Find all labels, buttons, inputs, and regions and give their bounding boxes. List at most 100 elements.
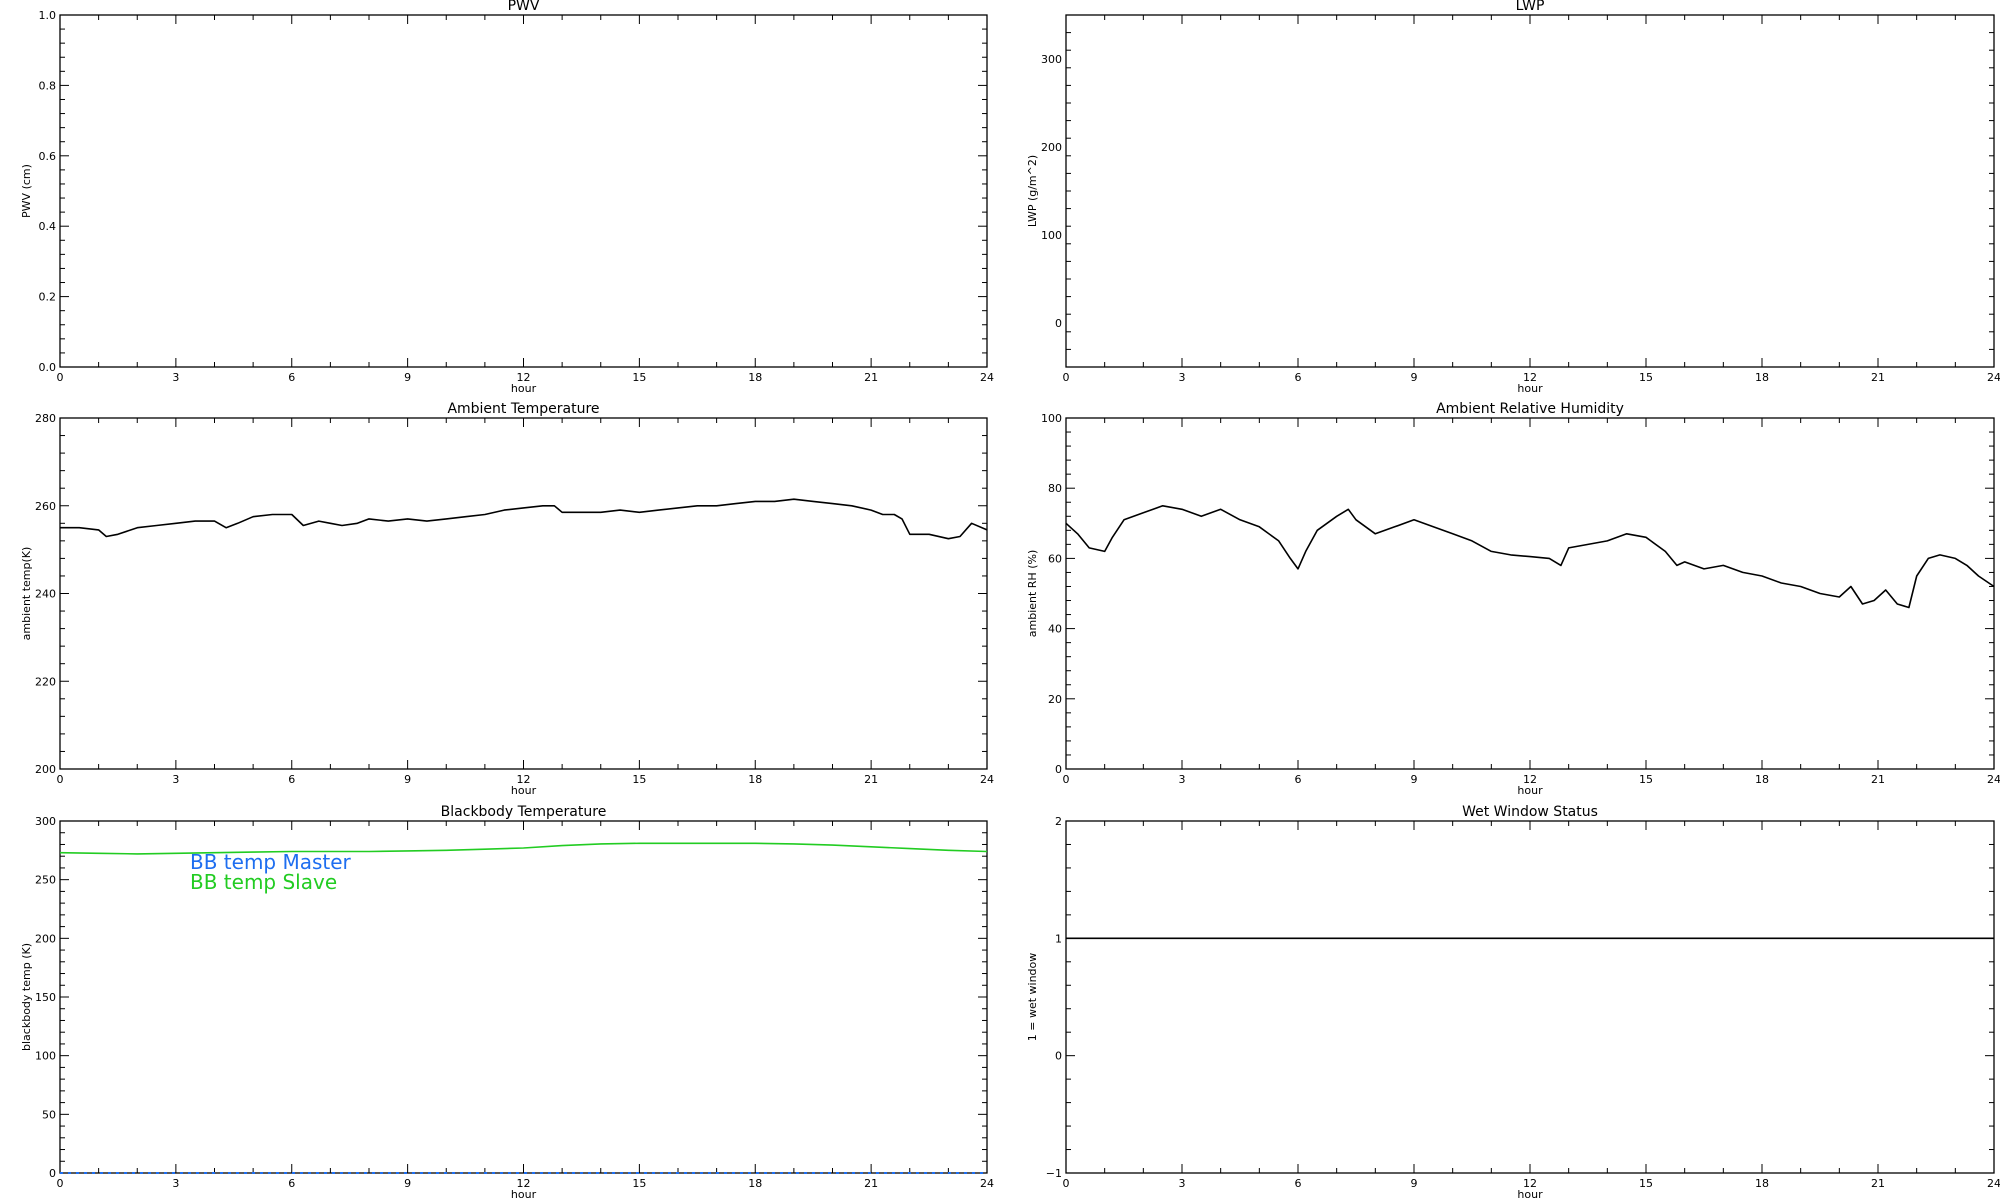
- pwv-panel: PWV 0 3 6 9 12 15 18 21 24 hour 0.0 0.2 0.4 0.6 0.8 1.0 P…: [20, 0, 994, 395]
- wet-window-x-tick-label: 0: [1063, 1177, 1070, 1190]
- ambient-rh-title: Ambient Relative Humidity: [1436, 401, 1624, 417]
- ambient-rh-y-tick-label: 60: [1048, 552, 1062, 565]
- ambient-rh-y-tick-label: 20: [1048, 693, 1062, 706]
- blackbody-temp-legend-entry: BB temp Slave: [190, 870, 337, 894]
- lwp-x-tick-label: 24: [1987, 371, 2000, 384]
- wet-window-x-tick-label: 6: [1295, 1177, 1302, 1190]
- lwp-x-tick-label: 3: [1179, 371, 1186, 384]
- ambient-rh-x-tick-label: 12: [1523, 773, 1537, 786]
- pwv-x-tick-label: 9: [404, 371, 411, 384]
- ambient-rh-y-tick-label: 80: [1048, 482, 1062, 495]
- blackbody-temp-x-tick-label: 24: [980, 1177, 994, 1190]
- wet-window-x-tick-label: 3: [1179, 1177, 1186, 1190]
- blackbody-temp-y-tick-label: 0: [49, 1167, 56, 1180]
- ambient-temp-x-tick-label: 21: [864, 773, 878, 786]
- lwp-x-tick-label: 0: [1063, 371, 1070, 384]
- ambient-temp-y-tick-label: 280: [35, 412, 56, 425]
- pwv-y-tick-label: 0.8: [39, 79, 57, 92]
- blackbody-temp-y-axis-label: blackbody temp (K): [20, 943, 33, 1051]
- wet-window-x-tick-label: 15: [1639, 1177, 1653, 1190]
- pwv-x-tick-label: 3: [172, 371, 179, 384]
- lwp-y-axis-label: LWP (g/m^2): [1026, 155, 1039, 227]
- lwp-x-tick-label: 15: [1639, 371, 1653, 384]
- lwp-x-axis-label: hour: [1517, 382, 1543, 395]
- blackbody-temp-y-tick-label: 100: [35, 1050, 56, 1063]
- ambient-temp-x-tick-label: 3: [172, 773, 179, 786]
- blackbody-temp-y-tick-label: 250: [35, 874, 56, 887]
- pwv-x-tick-label: 15: [632, 371, 646, 384]
- blackbody-temp-x-tick-label: 12: [517, 1177, 531, 1190]
- ambient-temp-x-tick-label: 18: [748, 773, 762, 786]
- ambient-rh-y-tick-label: 100: [1041, 412, 1062, 425]
- ambient-rh-x-tick-label: 15: [1639, 773, 1653, 786]
- pwv-y-tick-label: 0.0: [39, 361, 57, 374]
- wet-window-x-tick-label: 21: [1871, 1177, 1885, 1190]
- blackbody-temp-legend-entry: BB temp Master: [190, 850, 352, 874]
- wet-window-x-tick-label: 18: [1755, 1177, 1769, 1190]
- wet-window-y-axis-label: 1 = wet window: [1026, 953, 1039, 1042]
- wet-window-y-tick-label: −1: [1046, 1167, 1062, 1180]
- ambient-temp-x-axis-label: hour: [511, 784, 537, 797]
- blackbody-temp-panel: Blackbody Temperature 0 3 6 9 12 15 18 21 24 hour 0…: [20, 804, 994, 1200]
- ambient-rh-x-tick-label: 0: [1063, 773, 1070, 786]
- lwp-x-tick-label: 12: [1523, 371, 1537, 384]
- blackbody-temp-bb-temp-slave-line: [59, 842, 988, 855]
- pwv-x-tick-label: 12: [517, 371, 531, 384]
- lwp-panel: LWP 0 3 6 9 12 15 18 21 24 hour 0 100 200 300 LWP (g/m^…: [1026, 0, 2000, 395]
- blackbody-temp-x-tick-label: 3: [172, 1177, 179, 1190]
- ambient-rh-x-tick-label: 18: [1755, 773, 1769, 786]
- ambient-temp-title: Ambient Temperature: [447, 401, 599, 417]
- blackbody-temp-x-tick-label: 0: [57, 1177, 64, 1190]
- ambient-rh-x-tick-label: 21: [1871, 773, 1885, 786]
- blackbody-temp-y-tick-label: 50: [42, 1108, 56, 1121]
- pwv-x-axis-label: hour: [511, 382, 537, 395]
- pwv-y-tick-label: 0.4: [39, 220, 57, 233]
- lwp-plot-frame: [1065, 14, 1995, 368]
- ambient-rh-x-tick-label: 3: [1179, 773, 1186, 786]
- lwp-y-tick-label: 100: [1041, 229, 1062, 242]
- pwv-plot-frame: [59, 14, 988, 368]
- blackbody-temp-x-tick-label: 18: [748, 1177, 762, 1190]
- wet-window-x-tick-label: 12: [1523, 1177, 1537, 1190]
- lwp-x-tick-label: 9: [1411, 371, 1418, 384]
- ambient-rh-x-tick-label: 6: [1295, 773, 1302, 786]
- wet-window-plot-frame: [1065, 820, 1995, 1174]
- pwv-y-axis-label: PWV (cm): [20, 164, 33, 218]
- lwp-y-tick-label: 300: [1041, 53, 1062, 66]
- wet-window-x-tick-label: 9: [1411, 1177, 1418, 1190]
- blackbody-temp-x-tick-label: 9: [404, 1177, 411, 1190]
- wet-window-title: Wet Window Status: [1462, 804, 1598, 820]
- ambient-temp-y-tick-label: 220: [35, 675, 56, 688]
- pwv-x-tick-label: 6: [288, 371, 295, 384]
- ambient-rh-panel: Ambient Relative Humidity 0 3 6 9 12 15 18 21 24 h…: [1026, 401, 2000, 797]
- lwp-x-tick-label: 18: [1755, 371, 1769, 384]
- blackbody-temp-y-tick-label: 200: [35, 932, 56, 945]
- ambient-temp-x-tick-label: 6: [288, 773, 295, 786]
- blackbody-temp-y-tick-label: 300: [35, 815, 56, 828]
- ambient-temp-panel: Ambient Temperature 0 3 6 9 12 15 18 21 24 hour 200…: [20, 401, 994, 797]
- blackbody-temp-x-axis-label: hour: [511, 1188, 537, 1200]
- pwv-title: PWV: [508, 0, 540, 14]
- ambient-temp-plot-frame: [59, 417, 988, 770]
- ambient-temp-x-tick-label: 0: [57, 773, 64, 786]
- ambient-temp-y-tick-label: 240: [35, 588, 56, 601]
- pwv-y-tick-label: 0.2: [39, 291, 57, 304]
- ambient-temp-x-tick-label: 24: [980, 773, 994, 786]
- wet-window-y-tick-label: 2: [1055, 815, 1062, 828]
- wet-window-y-tick-label: 0: [1055, 1050, 1062, 1063]
- blackbody-temp-y-tick-label: 150: [35, 991, 56, 1004]
- pwv-y-tick-label: 1.0: [39, 9, 57, 22]
- lwp-y-tick-label: 0: [1055, 317, 1062, 330]
- pwv-x-tick-label: 18: [748, 371, 762, 384]
- pwv-x-tick-label: 24: [980, 371, 994, 384]
- ambient-temp-y-axis-label: ambient temp(K): [20, 547, 33, 641]
- ambient-rh-x-axis-label: hour: [1517, 784, 1543, 797]
- ambient-temp-x-tick-label: 9: [404, 773, 411, 786]
- ambient-temp-x-tick-label: 15: [632, 773, 646, 786]
- ambient-temp-series-line: [60, 498, 988, 540]
- ambient-temp-y-tick-label: 260: [35, 500, 56, 513]
- wet-window-y-tick-label: 1: [1055, 932, 1062, 945]
- blackbody-temp-title: Blackbody Temperature: [441, 804, 607, 820]
